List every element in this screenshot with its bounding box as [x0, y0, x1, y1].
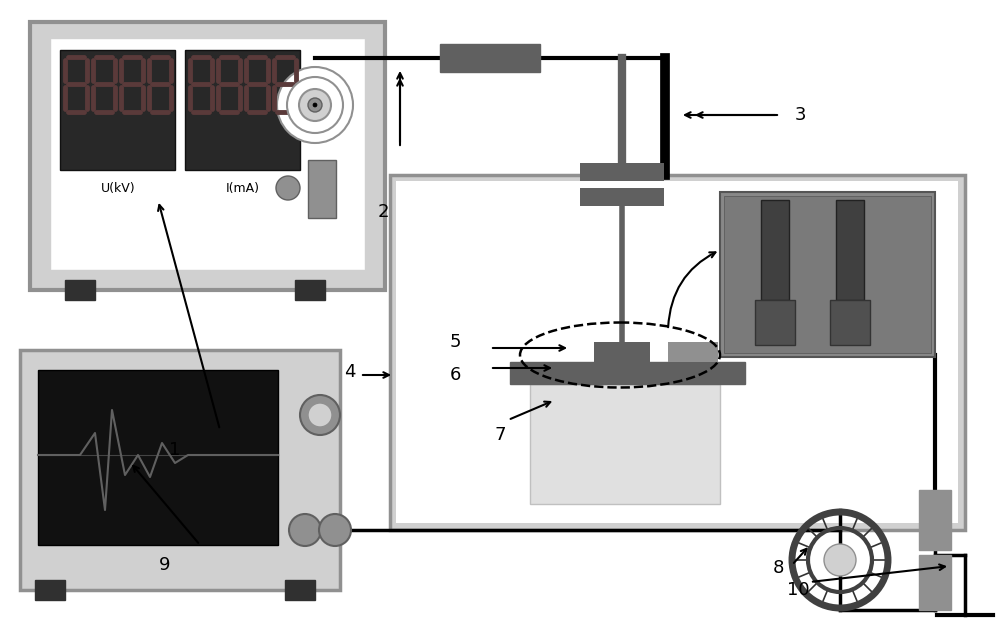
Circle shape [824, 544, 856, 576]
Bar [919, 490, 951, 550]
Bar [510, 362, 745, 384]
Text: 2: 2 [377, 203, 389, 221]
Circle shape [299, 89, 331, 121]
Text: 4: 4 [344, 363, 356, 381]
Circle shape [313, 103, 317, 107]
Bar [60, 50, 175, 170]
Bar [30, 22, 385, 290]
Bar [35, 580, 65, 600]
Text: 3: 3 [794, 106, 806, 124]
Circle shape [308, 98, 322, 112]
Text: 1: 1 [169, 441, 181, 459]
Bar [580, 163, 664, 181]
Text: I(mA): I(mA) [226, 182, 260, 195]
Circle shape [289, 514, 321, 546]
Bar [720, 192, 935, 357]
Bar [919, 555, 951, 610]
Bar [530, 384, 720, 504]
Circle shape [319, 514, 351, 546]
Bar [668, 342, 718, 362]
Bar [836, 200, 864, 300]
Bar [185, 50, 300, 170]
Bar [65, 280, 95, 300]
Circle shape [300, 395, 340, 435]
Bar [390, 175, 965, 530]
Bar [594, 342, 650, 364]
Text: 9: 9 [159, 556, 171, 574]
Text: 10: 10 [787, 581, 809, 599]
Bar [20, 350, 340, 590]
Circle shape [277, 67, 353, 143]
Bar [755, 300, 795, 345]
Bar [830, 300, 870, 345]
Text: 7: 7 [494, 426, 506, 444]
Bar [396, 181, 958, 523]
Text: U(kV): U(kV) [101, 182, 135, 195]
Bar [724, 196, 931, 353]
Bar [308, 160, 336, 218]
Bar [580, 188, 664, 206]
Circle shape [287, 77, 343, 133]
Bar [285, 580, 315, 600]
Circle shape [276, 176, 300, 200]
Text: 8: 8 [772, 559, 784, 577]
Bar [295, 280, 325, 300]
Bar [38, 370, 278, 545]
Text: 5: 5 [449, 333, 461, 351]
Bar [50, 38, 365, 270]
Circle shape [308, 403, 332, 427]
Bar [761, 200, 789, 300]
Bar [440, 44, 540, 72]
Text: 6: 6 [449, 366, 461, 384]
